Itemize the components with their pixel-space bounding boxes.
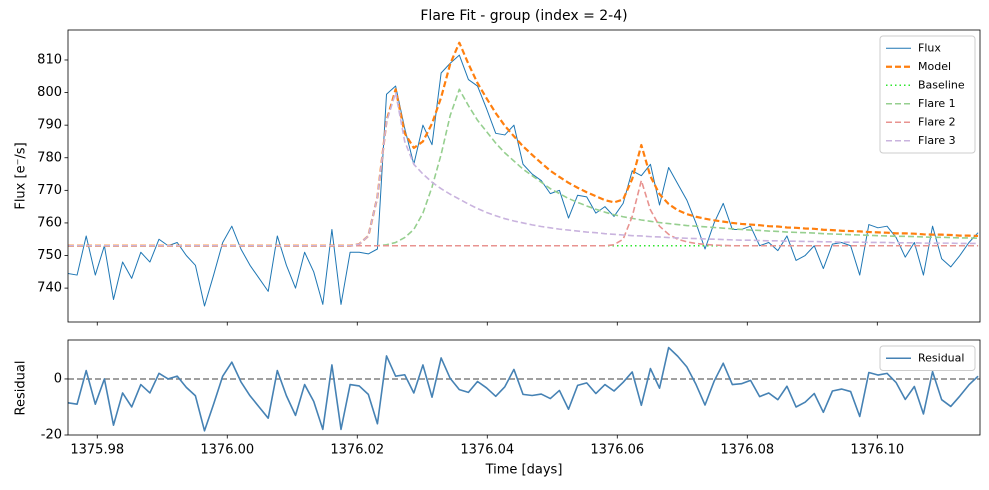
data-line <box>68 179 979 247</box>
y-tick-label: 750 <box>37 248 62 263</box>
y-tick-label: 800 <box>37 85 62 100</box>
y-axis-label: Flux [e⁻/s] <box>14 142 29 209</box>
legend-label: Flare 1 <box>918 97 956 110</box>
x-tick-label: 1376.10 <box>850 443 904 458</box>
series-group <box>68 41 979 307</box>
x-tick-label: 1376.06 <box>590 443 644 458</box>
x-axis-label: Time [days] <box>485 463 563 478</box>
y-tick-label: 770 <box>37 183 62 198</box>
legend-label: Model <box>918 60 951 73</box>
data-line <box>68 346 979 432</box>
y-tick-label: 0 <box>54 371 62 386</box>
x-tick-label: 1376.04 <box>460 443 514 458</box>
plot-frame <box>67 339 981 436</box>
data-line <box>68 41 979 247</box>
legend-label: Baseline <box>918 78 965 91</box>
x-tick-label: 1376.02 <box>330 443 384 458</box>
legend-label: Flare 2 <box>918 115 956 128</box>
legend-label: Residual <box>918 351 964 364</box>
legend-box <box>879 35 976 154</box>
y-tick-label: -20 <box>41 428 62 443</box>
series-group <box>68 346 979 432</box>
legend-box <box>879 345 976 371</box>
legend-label: Flux <box>918 41 941 54</box>
y-tick-label: 740 <box>37 281 62 296</box>
y-tick-label: 810 <box>37 52 62 67</box>
data-line <box>68 91 979 247</box>
y-tick-label: 760 <box>37 215 62 230</box>
x-tick-label: 1375.98 <box>70 443 124 458</box>
x-tick-label: 1376.00 <box>200 443 254 458</box>
legend: Flux Model Baseline Flare 1 Flare 2 Flare 3 <box>879 35 976 154</box>
y-axis-label: Residual <box>14 361 29 416</box>
y-tick-label: 790 <box>37 118 62 133</box>
plot-frame <box>67 29 981 323</box>
legend-label: Flare 3 <box>918 134 956 147</box>
data-line <box>68 54 979 307</box>
x-tick-label: 1376.08 <box>720 443 774 458</box>
chart-title: Flare Fit - group (index = 2-4) <box>420 8 627 24</box>
y-tick-label: 780 <box>37 150 62 165</box>
legend: Residual <box>879 345 976 371</box>
